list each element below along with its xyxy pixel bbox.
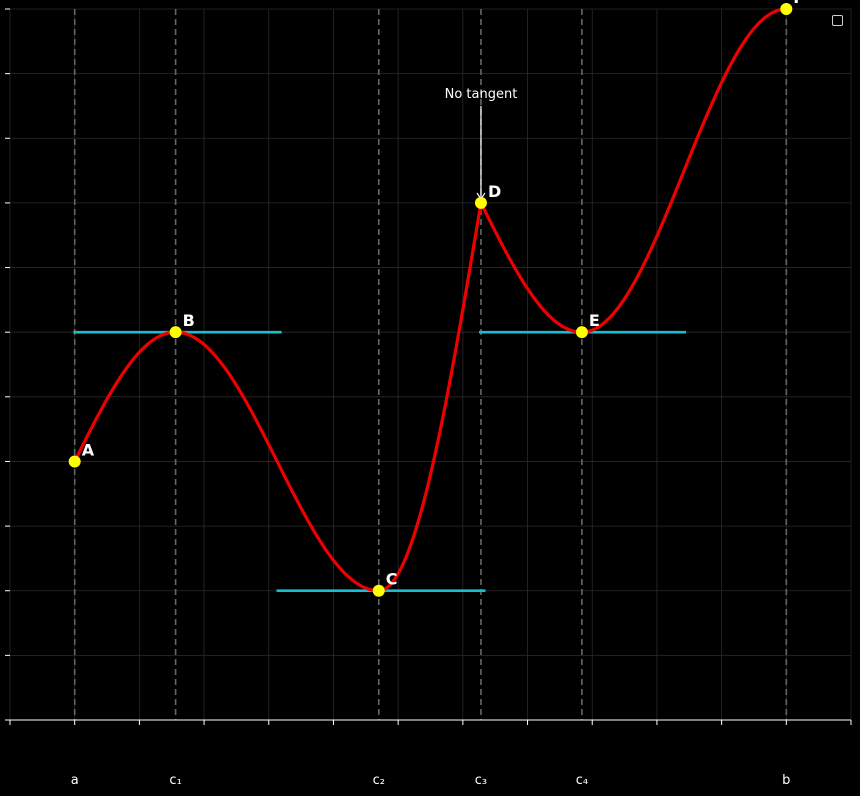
points: A B C D E F <box>68 0 804 597</box>
curve-series <box>73 7 788 593</box>
point-B <box>169 326 182 339</box>
annotation-text: No tangent <box>445 87 518 102</box>
point-label-E: E <box>589 311 600 330</box>
point-D <box>474 196 487 209</box>
x-tick-labels: a c₁ c₂ c₃ c₄ b <box>71 773 791 788</box>
point-A <box>68 455 81 468</box>
point-label-A: A <box>82 440 95 459</box>
axes <box>5 8 852 725</box>
x-tick-label-a: a <box>71 773 79 788</box>
x-tick-label-c₄: c₄ <box>576 773 588 788</box>
point-C <box>372 584 385 597</box>
point-F <box>780 3 793 15</box>
point-label-B: B <box>183 311 195 330</box>
vertical-guides <box>73 9 788 720</box>
grid <box>9 8 852 721</box>
point-E <box>575 326 588 339</box>
x-tick-label-b: b <box>782 773 790 788</box>
x-tick-label-c₃: c₃ <box>475 773 487 788</box>
point-label-D: D <box>488 182 501 201</box>
point-label-F: F <box>793 0 804 7</box>
x-tick-label-c₂: c₂ <box>373 773 385 788</box>
square-icon[interactable] <box>832 15 843 26</box>
x-tick-label-c₁: c₁ <box>169 773 181 788</box>
point-label-C: C <box>386 570 398 589</box>
